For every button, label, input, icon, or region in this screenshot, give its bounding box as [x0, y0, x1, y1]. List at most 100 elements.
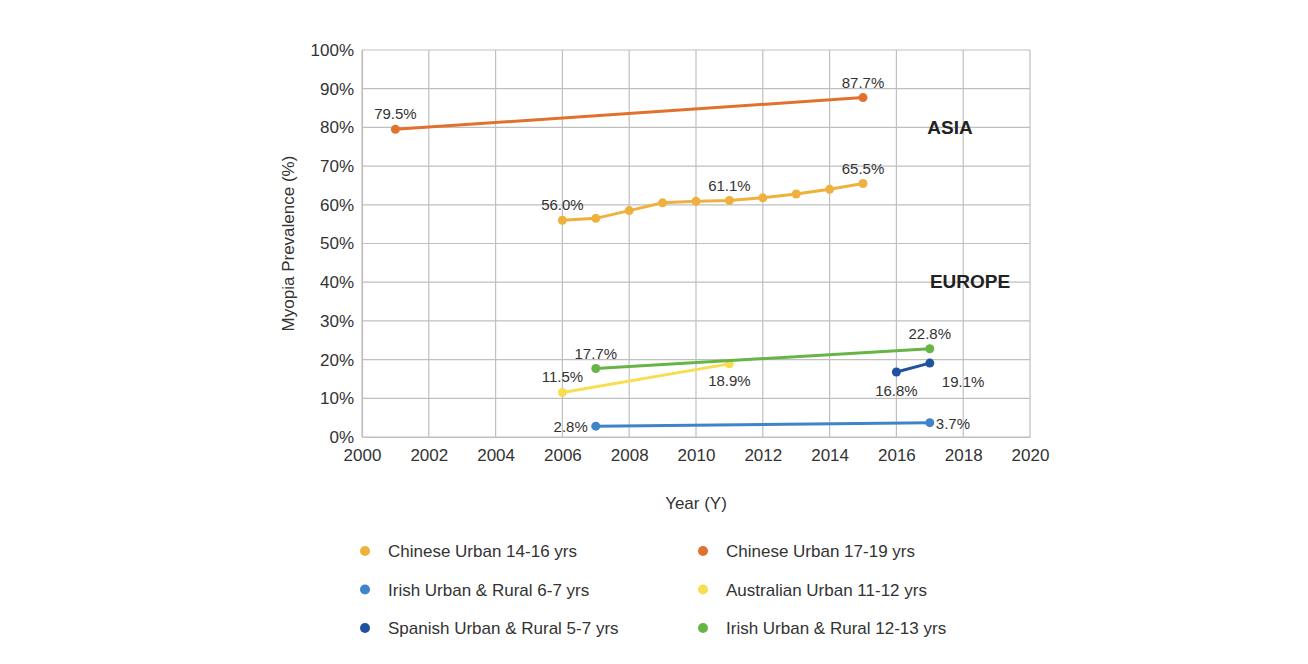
- point: [591, 422, 600, 431]
- tick-label: 2020: [1012, 446, 1050, 465]
- tick-label: 10%: [320, 389, 354, 408]
- point: [925, 344, 934, 353]
- data-label: 61.1%: [708, 177, 751, 194]
- grid-line-y: [362, 436, 1030, 437]
- annotation: EUROPE: [930, 271, 1010, 292]
- tick-label: 2012: [744, 446, 782, 465]
- legend-marker: [698, 585, 708, 595]
- y-axis: 0%10%20%30%40%50%60%70%80%90%100%: [311, 41, 363, 447]
- point: [825, 185, 834, 194]
- point: [758, 193, 767, 202]
- tick-label: 70%: [320, 157, 354, 176]
- grid-line-y: [362, 166, 1030, 167]
- data-label: 56.0%: [541, 196, 584, 213]
- point: [692, 197, 701, 206]
- tick-label: 2008: [611, 446, 649, 465]
- grid: [362, 50, 1030, 437]
- data-label: 2.8%: [554, 418, 588, 435]
- tick-label: 2000: [344, 446, 382, 465]
- tick: 80%: [320, 118, 362, 137]
- point: [591, 214, 600, 223]
- legend-marker: [360, 546, 370, 556]
- point: [925, 359, 934, 368]
- tick-label: 2014: [811, 446, 849, 465]
- point: [625, 206, 634, 215]
- point: [591, 364, 600, 373]
- legend-marker: [698, 546, 708, 556]
- tick: 2010: [678, 437, 716, 465]
- tick-label: 0%: [329, 428, 354, 447]
- plot-marks: [391, 93, 934, 431]
- tick-label: 2016: [878, 446, 916, 465]
- tick: 70%: [320, 157, 362, 176]
- y-axis-title: Myopia Prevalence (%): [279, 156, 298, 332]
- data-label: 79.5%: [374, 105, 417, 122]
- legend-item: Spanish Urban & Rural 5-7 yrs: [360, 619, 619, 638]
- tick-label: 80%: [320, 118, 354, 137]
- tick: 50%: [320, 234, 362, 253]
- x-axis-title: Year (Y): [665, 494, 727, 513]
- grid-line-y: [362, 49, 1030, 50]
- data-label: 11.5%: [542, 368, 583, 385]
- legend-label: Chinese Urban 14-16 yrs: [388, 542, 577, 561]
- tick: 2002: [410, 437, 448, 465]
- series-line: [395, 98, 863, 130]
- grid-line-y: [362, 320, 1030, 321]
- data-label: 87.7%: [842, 74, 885, 91]
- tick: 100%: [311, 41, 362, 60]
- point: [558, 216, 567, 225]
- legend-marker: [698, 623, 708, 633]
- grid-line-x: [361, 50, 362, 437]
- tick-label: 2004: [477, 446, 515, 465]
- legend-label: Irish Urban & Rural 6-7 yrs: [388, 581, 589, 600]
- legend-item: Chinese Urban 14-16 yrs: [360, 542, 577, 561]
- data-label: 16.8%: [875, 382, 918, 399]
- series-line: [896, 363, 929, 372]
- data-label: 19.1%: [942, 373, 985, 390]
- annotation: ASIA: [927, 117, 973, 138]
- point: [792, 189, 801, 198]
- tick: 40%: [320, 273, 362, 292]
- tick: 2008: [611, 437, 649, 465]
- tick-label: 90%: [320, 80, 354, 99]
- tick-label: 2006: [544, 446, 582, 465]
- legend-label: Australian Urban 11-12 yrs: [726, 581, 927, 600]
- tick-label: 60%: [320, 196, 354, 215]
- tick: 90%: [320, 80, 362, 99]
- grid-line-y: [362, 398, 1030, 399]
- legend-item: Chinese Urban 17-19 yrs: [698, 542, 915, 561]
- point: [391, 125, 400, 134]
- tick-label: 50%: [320, 234, 354, 253]
- series-line: [562, 364, 729, 393]
- point: [859, 179, 868, 188]
- data-label: 22.8%: [909, 325, 952, 342]
- point: [558, 388, 567, 397]
- grid-line-y: [362, 243, 1030, 244]
- legend: Chinese Urban 14-16 yrs Chinese Urban 17-…: [360, 542, 946, 638]
- axis-line: [363, 437, 1031, 438]
- axis-line: [362, 51, 363, 438]
- tick: 2014: [811, 437, 849, 465]
- point: [925, 418, 934, 427]
- series-line: [596, 349, 930, 369]
- tick: 2016: [878, 437, 916, 465]
- tick: 60%: [320, 196, 362, 215]
- tick: 2020: [1012, 437, 1050, 465]
- series-line: [596, 423, 930, 426]
- tick: 10%: [320, 389, 362, 408]
- tick: 2004: [477, 437, 515, 465]
- chart: 2000 2002 2004 2006 2008 2010 2012 2014 2016 2018…: [0, 0, 1308, 664]
- legend-marker: [360, 623, 370, 633]
- legend-marker: [360, 585, 370, 595]
- data-label: 65.5%: [842, 160, 885, 177]
- tick-label: 40%: [320, 273, 354, 292]
- tick-label: 30%: [320, 312, 354, 331]
- point: [658, 198, 667, 207]
- legend-label: Irish Urban & Rural 12-13 yrs: [726, 619, 946, 638]
- tick-label: 100%: [311, 41, 354, 60]
- tick-label: 2002: [410, 446, 448, 465]
- point: [859, 93, 868, 102]
- tick-label: 2018: [945, 446, 983, 465]
- legend-item: Australian Urban 11-12 yrs: [698, 581, 927, 600]
- tick-label: 2010: [678, 446, 716, 465]
